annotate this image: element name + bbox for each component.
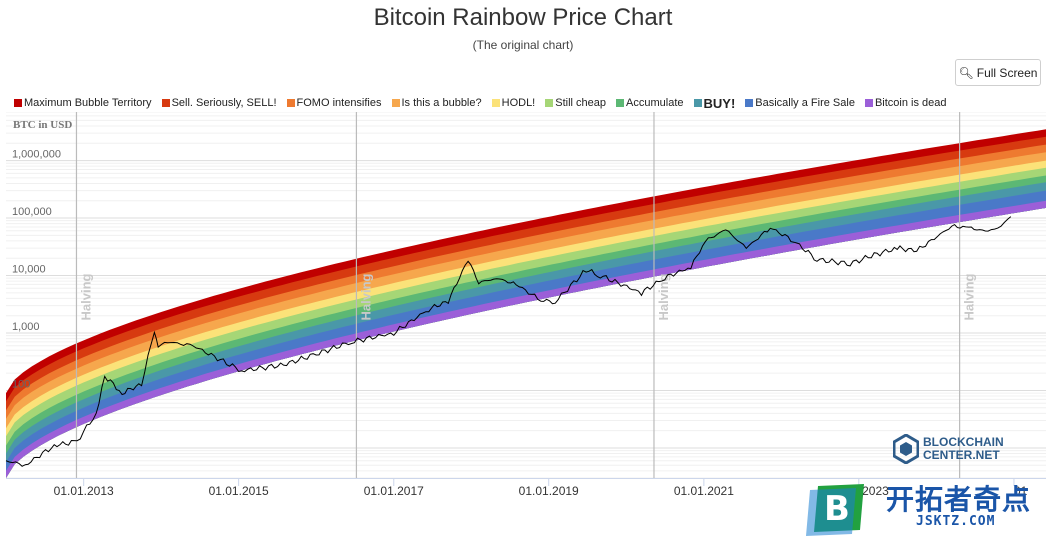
rainbow-chart-plot: Halving Halving Halving Halving 100 1,000 10,… <box>5 112 1046 498</box>
legend-item[interactable]: BUY! <box>693 95 736 111</box>
legend-label: HODL! <box>501 97 536 109</box>
halving-lines: Halving Halving Halving Halving <box>75 112 977 478</box>
legend-swatch <box>161 99 170 107</box>
x-tick-label: 01.01.2021 <box>674 484 734 498</box>
full-screen-label: Full Screen <box>976 65 1038 80</box>
legend-item[interactable]: Sell. Seriously, SELL! <box>161 97 277 109</box>
legend-label: FOMO intensifies <box>296 97 382 109</box>
y-tick-label: 10,000 <box>12 264 46 276</box>
badge-letter: B <box>824 489 850 529</box>
site-badge: B 开拓者奇点 JSKTZ.COM <box>806 480 1046 536</box>
chart-subtitle: (The original chart) <box>472 38 574 52</box>
legend-label: Still cheap <box>555 97 607 109</box>
y-tick-label: 1,000 <box>12 321 40 333</box>
x-tick-label: 01.01.2013 <box>54 484 114 498</box>
legend-item[interactable]: Maximum Bubble Territory <box>14 97 152 109</box>
badge-name: 开拓者奇点 <box>886 483 1032 516</box>
y-tick-label: 1,000,000 <box>12 149 61 161</box>
y-tick-label: 100,000 <box>12 206 52 218</box>
legend-item[interactable]: Accumulate <box>616 97 684 109</box>
chart-title: Bitcoin Rainbow Price Chart <box>373 4 673 31</box>
legend-swatch <box>745 99 754 107</box>
legend-item[interactable]: Still cheap <box>545 97 606 109</box>
legend-swatch <box>491 99 500 107</box>
chart-legend: Maximum Bubble Territory Sell. Seriously,… <box>14 95 956 111</box>
price-series <box>5 216 1012 467</box>
y-axis-ticks: 100 1,000 10,000 100,000 1,000,000 <box>12 149 61 391</box>
legend-item[interactable]: FOMO intensifies <box>286 97 382 109</box>
legend-label: Maximum Bubble Territory <box>24 97 152 109</box>
legend-label: BUY! <box>703 95 736 111</box>
x-tick-label: 01.01.2017 <box>364 484 424 498</box>
x-tick-label: 01.01.2019 <box>519 484 579 498</box>
blockchain-logo-icon <box>893 434 919 464</box>
halving-label: Halving <box>358 273 373 320</box>
legend-item[interactable]: Is this a bubble? <box>391 97 482 109</box>
magnifier-icon: 🔍︎ <box>958 65 974 80</box>
x-tick-label: 01.01.2015 <box>209 484 269 498</box>
rainbow-bands <box>6 129 1046 479</box>
legend-item[interactable]: HODL! <box>491 97 536 109</box>
legend-swatch <box>286 99 295 107</box>
legend-label: Is this a bubble? <box>401 97 482 109</box>
legend-swatch <box>616 99 625 107</box>
legend-label: Accumulate <box>626 97 684 109</box>
badge-domain: JSKTZ.COM <box>916 514 996 529</box>
legend-swatch <box>545 99 554 107</box>
legend-item[interactable]: Bitcoin is dead <box>864 97 947 109</box>
legend-item[interactable]: Basically a Fire Sale <box>745 97 855 109</box>
price-line <box>5 216 1012 467</box>
y-axis-label: BTC in USD <box>13 119 72 131</box>
legend-label: Basically a Fire Sale <box>755 97 855 109</box>
halving-label: Halving <box>962 273 977 320</box>
watermark-line1: BLOCKCHAIN <box>923 435 1004 449</box>
legend-swatch <box>864 99 873 107</box>
full-screen-button[interactable]: 🔍︎ Full Screen <box>955 59 1041 86</box>
legend-label: Sell. Seriously, SELL! <box>171 97 277 109</box>
legend-swatch <box>14 99 22 107</box>
halving-label: Halving <box>78 273 93 320</box>
y-tick-label: 100 <box>12 378 30 390</box>
legend-swatch <box>391 99 400 107</box>
watermark-line2: CENTER.NET <box>923 448 1000 462</box>
legend-swatch <box>693 99 702 107</box>
badge-logo-icon: B <box>806 484 864 536</box>
blockchaincenter-watermark: BLOCKCHAIN CENTER.NET <box>893 434 1004 464</box>
halving-label: Halving <box>656 273 671 320</box>
legend-label: Bitcoin is dead <box>874 97 947 109</box>
x-tick-label: 01 <box>1014 484 1028 498</box>
